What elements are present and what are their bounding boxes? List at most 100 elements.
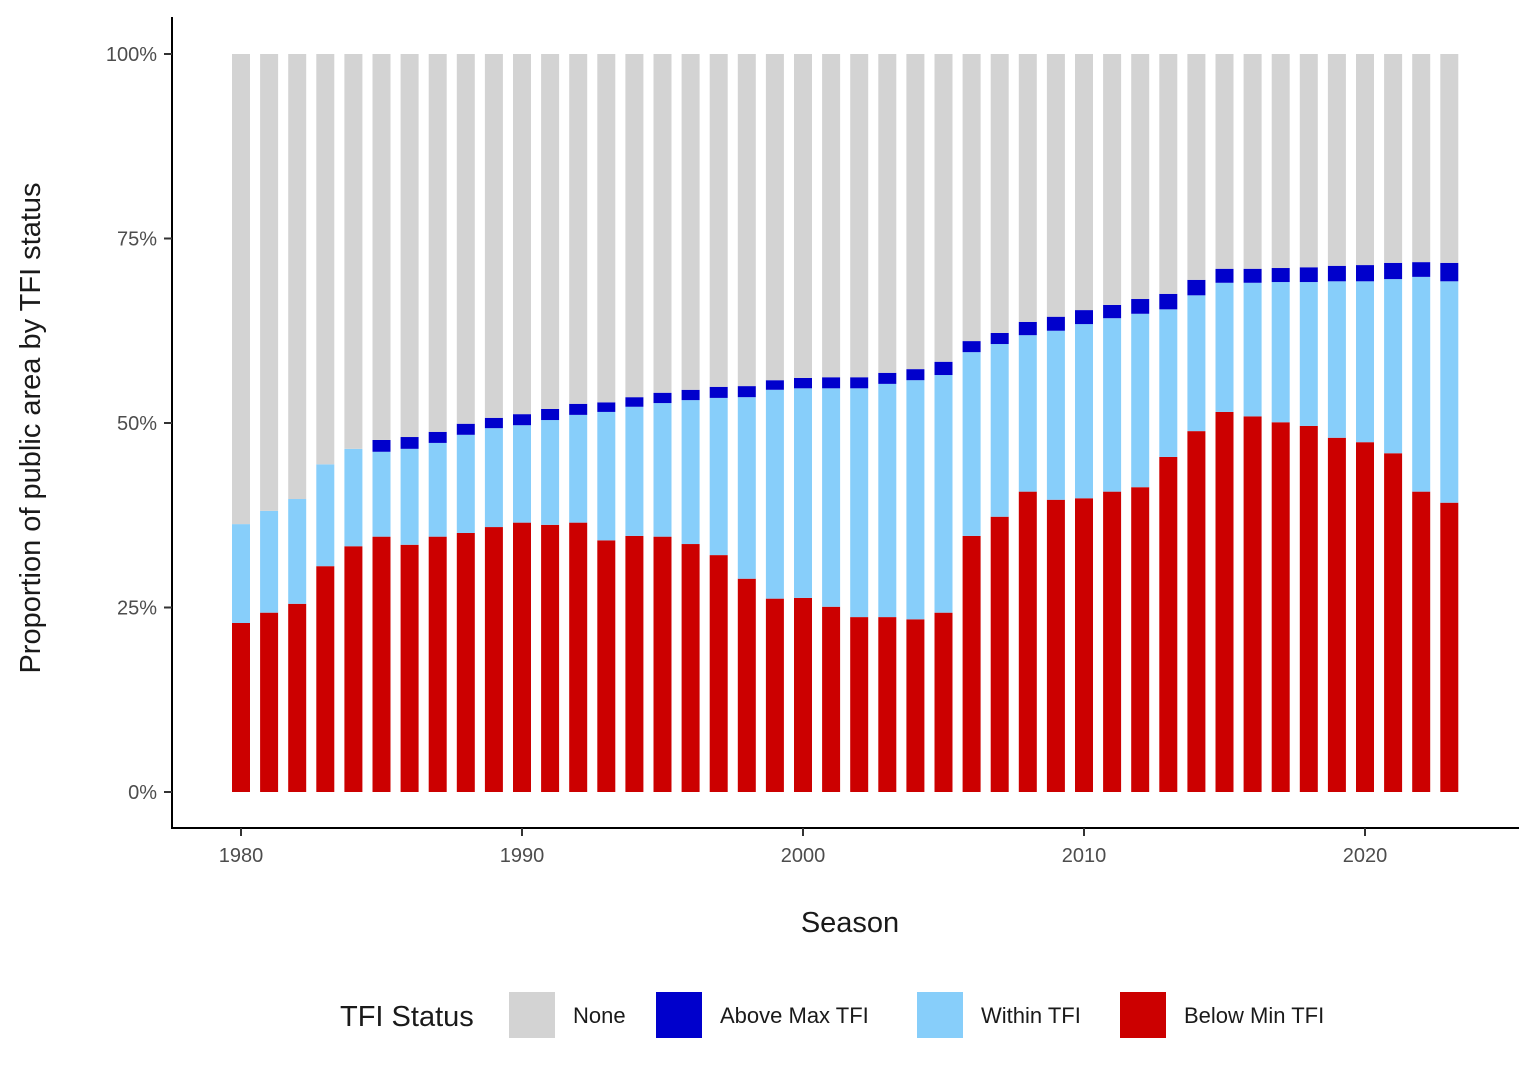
bar-none-2010 xyxy=(1075,54,1093,311)
bar-above-max-tfi-2013 xyxy=(1159,293,1178,310)
bar-below-min-tfi-1991 xyxy=(541,524,560,792)
bar-above-max-tfi-1994 xyxy=(625,397,644,407)
bar-none-2016 xyxy=(1243,54,1262,269)
bar-below-min-tfi-1985 xyxy=(372,536,391,792)
bar-none-1991 xyxy=(541,54,560,409)
bar-below-min-tfi-2018 xyxy=(1299,425,1318,792)
bar-within-tfi-2002 xyxy=(850,388,869,618)
bar-below-min-tfi-1982 xyxy=(288,603,307,792)
bar-none-2020 xyxy=(1356,54,1374,266)
bar-below-min-tfi-1999 xyxy=(765,598,784,792)
bar-none-2022 xyxy=(1412,54,1431,263)
bar-none-1982 xyxy=(288,54,307,500)
bar-within-tfi-2007 xyxy=(990,344,1009,517)
bar-below-min-tfi-2000 xyxy=(794,597,812,792)
bars-layer xyxy=(232,54,1459,792)
bar-none-2012 xyxy=(1131,54,1150,300)
bar-below-min-tfi-2009 xyxy=(1046,499,1065,792)
bar-above-max-tfi-1987 xyxy=(428,431,447,443)
bar-within-tfi-2010 xyxy=(1075,324,1093,499)
y-axis-title: Proportion of public area by TFI status xyxy=(15,182,47,673)
bar-below-min-tfi-2023 xyxy=(1440,502,1459,792)
bar-below-min-tfi-2007 xyxy=(990,516,1009,792)
y-tick-label: 25% xyxy=(117,598,157,620)
bar-above-max-tfi-2005 xyxy=(934,361,953,376)
bar-above-max-tfi-1985 xyxy=(372,439,391,452)
bar-within-tfi-2020 xyxy=(1356,281,1374,443)
bar-below-min-tfi-2010 xyxy=(1075,498,1093,792)
x-axis-title: Season xyxy=(801,907,899,939)
bar-within-tfi-1990 xyxy=(513,425,531,523)
bar-none-2000 xyxy=(794,54,812,378)
bar-above-max-tfi-1995 xyxy=(653,392,672,404)
bar-below-min-tfi-1993 xyxy=(597,540,616,792)
bar-above-max-tfi-2016 xyxy=(1243,268,1262,283)
bar-above-max-tfi-1993 xyxy=(597,402,616,412)
bar-below-min-tfi-2008 xyxy=(1018,491,1037,792)
bar-none-2017 xyxy=(1271,54,1290,269)
bar-within-tfi-2018 xyxy=(1299,282,1318,426)
bar-none-2003 xyxy=(878,54,897,373)
bar-within-tfi-1985 xyxy=(372,451,391,537)
bar-above-max-tfi-1998 xyxy=(737,386,756,398)
bar-none-2015 xyxy=(1215,54,1234,269)
bar-none-2001 xyxy=(822,54,841,378)
bar-none-2009 xyxy=(1046,54,1065,317)
bar-none-2004 xyxy=(906,54,925,370)
bar-none-2023 xyxy=(1440,54,1459,263)
y-tick-label: 75% xyxy=(117,229,157,251)
bar-none-2019 xyxy=(1327,54,1346,266)
bar-below-min-tfi-2012 xyxy=(1131,487,1150,792)
bar-within-tfi-2000 xyxy=(794,388,812,598)
bar-above-max-tfi-2023 xyxy=(1440,262,1459,282)
bar-within-tfi-1994 xyxy=(625,406,644,536)
bar-below-min-tfi-1981 xyxy=(260,612,279,792)
bar-above-max-tfi-2006 xyxy=(962,341,981,353)
bar-below-min-tfi-2003 xyxy=(878,617,897,792)
bar-within-tfi-2022 xyxy=(1412,276,1431,492)
bar-none-2008 xyxy=(1018,54,1037,322)
bar-within-tfi-1981 xyxy=(260,510,279,613)
bar-above-max-tfi-2003 xyxy=(878,372,897,384)
bar-within-tfi-1989 xyxy=(484,428,503,528)
bar-above-max-tfi-1989 xyxy=(484,417,503,429)
bar-none-1999 xyxy=(765,54,784,381)
bar-none-2011 xyxy=(1103,54,1122,305)
legend-key-below-min-tfi xyxy=(1120,992,1166,1038)
bar-within-tfi-2015 xyxy=(1215,282,1234,412)
bar-none-1997 xyxy=(709,54,728,387)
bar-none-1980 xyxy=(232,54,250,525)
x-tick-label: 2020 xyxy=(1343,845,1388,867)
bar-none-1987 xyxy=(428,54,447,432)
bar-within-tfi-1983 xyxy=(316,464,335,567)
bar-below-min-tfi-2017 xyxy=(1271,422,1290,792)
bar-below-min-tfi-2014 xyxy=(1187,431,1206,792)
bar-above-max-tfi-1990 xyxy=(513,414,531,426)
bar-above-max-tfi-2007 xyxy=(990,332,1009,345)
bar-below-min-tfi-2004 xyxy=(906,619,925,792)
bar-above-max-tfi-2014 xyxy=(1187,279,1206,296)
bar-above-max-tfi-2022 xyxy=(1412,262,1431,277)
bar-within-tfi-1993 xyxy=(597,411,616,541)
bar-above-max-tfi-2000 xyxy=(794,377,812,389)
bar-below-min-tfi-1994 xyxy=(625,535,644,792)
bar-none-1989 xyxy=(484,54,503,418)
bar-below-min-tfi-2015 xyxy=(1215,411,1234,792)
bar-below-min-tfi-1984 xyxy=(344,546,363,792)
bar-none-2002 xyxy=(850,54,869,378)
bar-above-max-tfi-2015 xyxy=(1215,268,1234,283)
bar-above-max-tfi-1986 xyxy=(400,437,419,449)
bar-above-max-tfi-1992 xyxy=(569,403,588,415)
bar-below-min-tfi-2022 xyxy=(1412,491,1431,792)
bar-within-tfi-2009 xyxy=(1046,330,1065,500)
y-tick-label: 100% xyxy=(106,44,157,66)
bar-within-tfi-1992 xyxy=(569,414,588,523)
bar-within-tfi-1987 xyxy=(428,442,447,537)
bar-within-tfi-1999 xyxy=(765,389,784,599)
x-tick-label: 1980 xyxy=(219,845,264,867)
bar-within-tfi-2001 xyxy=(822,388,841,607)
legend-key-none xyxy=(509,992,555,1038)
bar-none-2014 xyxy=(1187,54,1206,280)
bar-within-tfi-2006 xyxy=(962,352,981,536)
